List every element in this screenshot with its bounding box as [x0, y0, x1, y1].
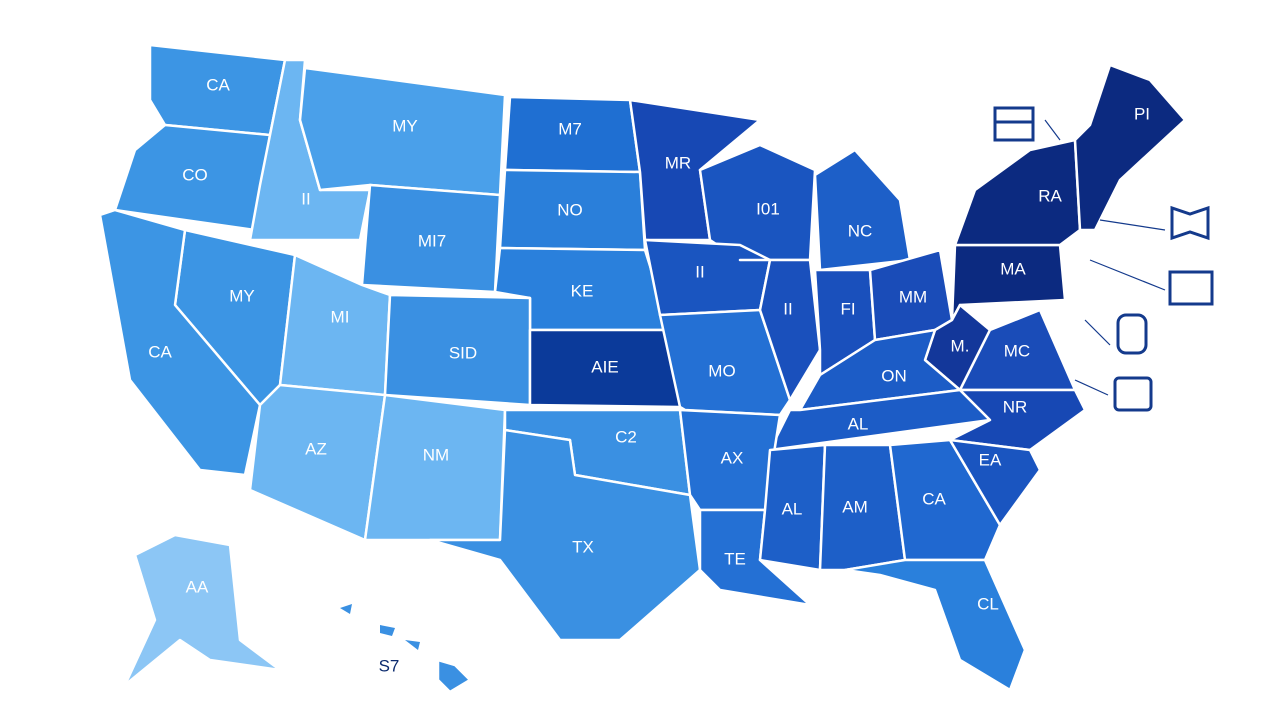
state-label: ON — [881, 366, 907, 385]
state-label: NM — [423, 445, 449, 464]
state-label: MY — [229, 286, 255, 305]
island-shape — [405, 640, 420, 650]
state-label: CA — [206, 75, 230, 94]
state-label: RA — [1038, 186, 1062, 205]
icon-box — [993, 106, 1035, 142]
state-label: MM — [899, 287, 927, 306]
state-shape — [123, 533, 282, 687]
state-shape — [738, 258, 822, 402]
state-label: II — [301, 189, 310, 208]
state-shape — [436, 658, 472, 694]
state-label: I01 — [756, 199, 780, 218]
side-icons — [993, 106, 1214, 412]
state-label: II — [783, 299, 792, 318]
state-label: MC — [1004, 341, 1030, 360]
state-label: AM — [842, 497, 868, 516]
state-label: MI — [331, 307, 350, 326]
icon-device — [1168, 270, 1214, 306]
state-label: II — [695, 262, 704, 281]
state-label: AX — [721, 448, 744, 467]
state-labels: CA CO II MY M7 NO MR I01 NC MI7 KE MY CA MI SID AIE II MO… — [148, 75, 1150, 675]
leader-line — [1074, 379, 1109, 396]
state-shape — [428, 428, 702, 642]
icon-gear — [1113, 376, 1153, 412]
state-shape — [643, 238, 772, 317]
state-label: PI — [1134, 104, 1150, 123]
state-shape — [888, 438, 1002, 562]
state-label: CA — [148, 342, 172, 361]
state-label: NC — [848, 221, 873, 240]
states — [98, 43, 1187, 694]
state-label: MI7 — [418, 231, 446, 250]
state-shape — [363, 393, 507, 542]
state-shape — [758, 443, 827, 572]
icon-lock — [1116, 313, 1148, 355]
icon-book — [1170, 205, 1210, 241]
state-label: TX — [572, 537, 594, 556]
state-label: NR — [1003, 397, 1028, 416]
state-label: AA — [186, 577, 209, 596]
leader-line — [1084, 319, 1111, 346]
state-label: TE — [724, 549, 746, 568]
state-label: M7 — [558, 119, 582, 138]
state-label: EA — [979, 450, 1002, 469]
state-label: AIE — [591, 357, 618, 376]
state-label: MO — [708, 361, 735, 380]
leader-line — [1089, 259, 1166, 291]
leader-line — [1044, 119, 1061, 141]
state-label: AL — [848, 414, 869, 433]
state-label: MY — [392, 116, 418, 135]
state-shape — [843, 558, 1027, 692]
state-shape — [948, 438, 1042, 527]
state-shape — [113, 123, 272, 232]
state-label: CA — [922, 489, 946, 508]
leader-line — [1099, 219, 1166, 231]
state-shape — [813, 148, 912, 272]
state-label: SID — [449, 343, 477, 362]
island-shape — [380, 625, 395, 636]
state-label: C2 — [615, 427, 637, 446]
state-label: S7 — [379, 656, 400, 675]
state-label: KE — [571, 281, 594, 300]
state-shape — [1073, 63, 1187, 232]
state-label: FI — [840, 299, 855, 318]
state-label: M. — [951, 336, 970, 355]
state-shape — [950, 243, 1067, 322]
island-shape — [340, 604, 352, 614]
state-label: CO — [182, 165, 208, 184]
state-label: MR — [665, 153, 691, 172]
state-label: AZ — [305, 439, 327, 458]
state-label: AL — [782, 499, 803, 518]
state-label: CL — [977, 594, 999, 613]
state-label: NO — [557, 200, 583, 219]
state-shape — [248, 383, 387, 542]
state-label: MA — [1000, 259, 1026, 278]
